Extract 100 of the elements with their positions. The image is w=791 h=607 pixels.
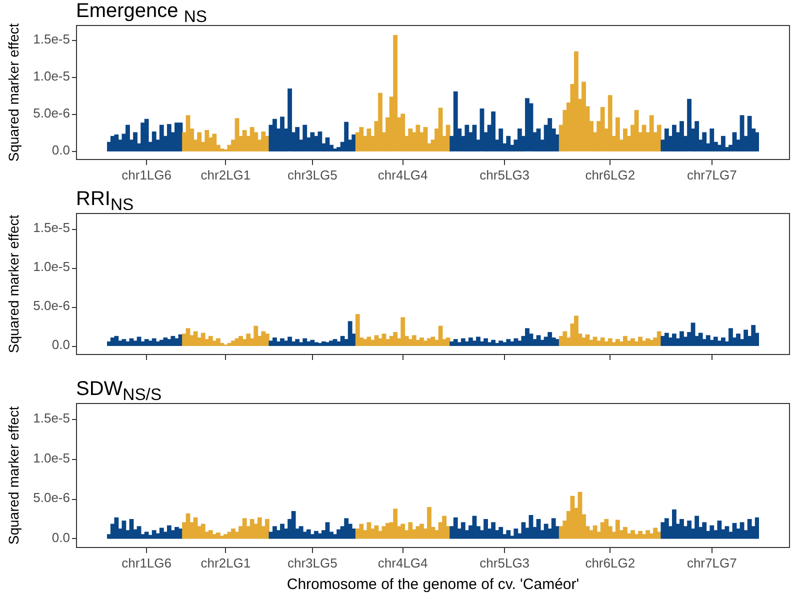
bar [717,340,722,346]
bar [713,336,718,346]
bar [630,338,635,346]
bar [295,127,300,152]
bar [622,128,628,152]
bar [272,118,277,152]
bar [506,530,511,539]
bar [298,526,304,539]
bar [720,136,726,152]
y-tick-label: 5.0e-6 [33,298,70,314]
bar [582,82,586,152]
bar [366,128,372,152]
bar [329,340,334,346]
bar [491,111,496,152]
bar [280,116,284,152]
bar [646,338,650,346]
bar [680,518,684,539]
bar [400,114,406,152]
bar [318,533,322,539]
bar [238,336,244,346]
bar [288,88,292,152]
bar [740,522,744,539]
bar [208,530,213,539]
bar [706,335,710,346]
bar [464,124,470,152]
bar [574,316,578,346]
bar [710,128,714,152]
bar [352,134,356,152]
bar [548,118,552,152]
x-tick-label: chr4LG4 [378,167,428,182]
bar [268,340,274,346]
x-tick-label: chr6LG2 [585,167,636,182]
bar [310,340,315,346]
y-tick-label: 0.0 [52,142,70,158]
bar [174,526,179,539]
x-axis-title: Chromosome of the genome of cv. 'Caméor' [286,576,580,594]
bar [491,522,496,539]
bar [336,529,341,539]
y-axis-title: Squared marker effect [5,23,22,162]
bar [272,338,277,346]
bar [348,321,352,346]
bar [702,132,707,152]
bar [600,338,605,346]
x-tick-label: chr4LG4 [378,555,428,570]
bar [216,338,220,346]
bar [460,522,466,539]
bar [306,529,311,539]
bar [321,341,326,346]
bar [660,336,666,346]
bar [506,339,511,346]
bar [220,536,224,539]
bar [133,340,138,346]
x-tick-label: chr2LG1 [200,555,251,570]
bar [525,98,530,152]
bar [498,526,504,539]
y-axis-title: Squared marker effect [5,406,22,545]
bar [246,334,251,346]
y-tick-label: 1.0e-5 [33,450,70,466]
bar [653,528,658,539]
bar [600,107,605,152]
bar [690,322,696,346]
x-tick-label: chr3LG5 [287,555,338,570]
bar [687,520,692,539]
bar [310,132,315,152]
bar [359,524,364,539]
bar [472,124,477,152]
bar [615,117,620,152]
bar [476,336,480,346]
bar [220,342,224,346]
x-tick-label: chr1LG6 [122,167,172,182]
bar [204,130,210,152]
bar [672,124,676,152]
bar [638,530,642,539]
bar [378,92,382,152]
bar [525,328,530,346]
bar [216,532,220,539]
bar [622,526,628,539]
bar [344,122,349,152]
bar [355,314,360,346]
bar [672,509,676,539]
bar [548,332,552,346]
x-tick-label: chr7LG7 [686,167,737,182]
bar [484,338,488,346]
bar [200,524,206,539]
bar [453,339,458,346]
bar [660,522,666,539]
y-tick-label: 1.5e-5 [33,31,70,46]
bar [412,335,416,346]
bar [197,132,202,152]
bar [423,340,428,346]
bar [427,507,432,539]
x-tick-label: chr5LG3 [480,555,530,570]
bar [604,518,609,539]
bar [736,334,740,346]
bar [751,325,756,346]
y-tick-label: 1.0e-5 [33,259,70,274]
bar [472,516,477,539]
bar [408,339,413,346]
y-axis-title: Squared marker effect [5,214,22,354]
bar [261,131,266,152]
